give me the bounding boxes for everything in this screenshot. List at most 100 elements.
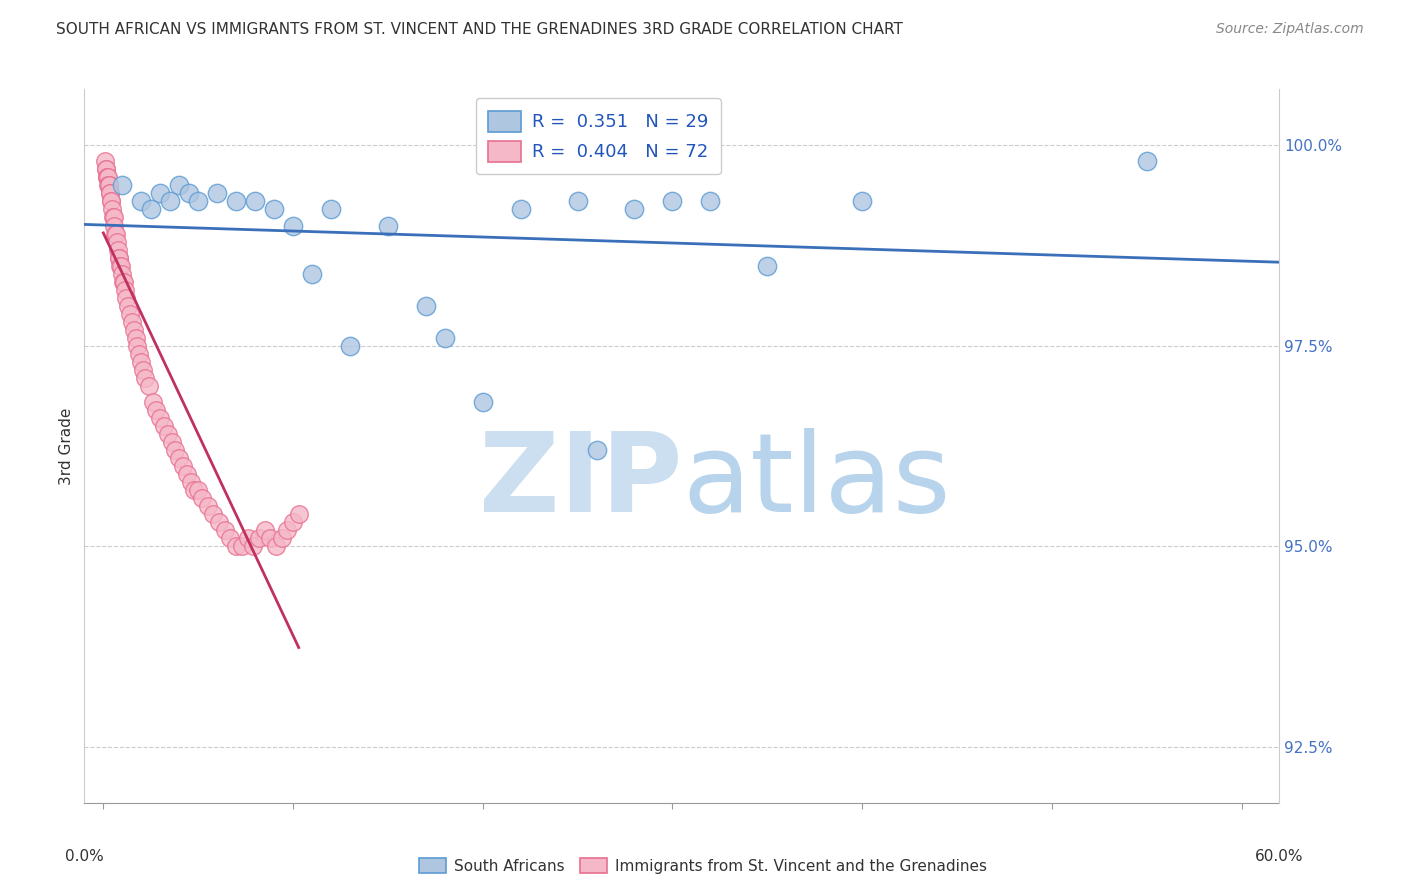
Point bbox=[111, 178, 134, 193]
Point bbox=[276, 523, 298, 537]
Point bbox=[138, 379, 160, 393]
Point bbox=[661, 194, 683, 209]
Point bbox=[225, 194, 247, 209]
Point bbox=[128, 347, 150, 361]
Point bbox=[159, 194, 181, 209]
Point bbox=[197, 499, 219, 513]
Point bbox=[415, 299, 437, 313]
Point bbox=[281, 219, 304, 233]
Point bbox=[756, 259, 779, 273]
Point bbox=[319, 202, 342, 217]
Point bbox=[111, 267, 134, 281]
Point bbox=[242, 539, 264, 553]
Point bbox=[132, 363, 155, 377]
Point bbox=[236, 531, 259, 545]
Point bbox=[225, 539, 247, 553]
Point bbox=[187, 194, 209, 209]
Text: ZIP: ZIP bbox=[478, 428, 682, 535]
Point bbox=[231, 539, 253, 553]
Text: 60.0%: 60.0% bbox=[1256, 849, 1303, 863]
Point bbox=[187, 483, 209, 497]
Point bbox=[112, 275, 135, 289]
Point bbox=[165, 442, 187, 457]
Point bbox=[177, 186, 200, 201]
Point bbox=[160, 435, 183, 450]
Point bbox=[153, 419, 176, 434]
Point bbox=[1136, 154, 1159, 169]
Point bbox=[287, 507, 309, 521]
Point bbox=[176, 467, 198, 481]
Point bbox=[149, 411, 172, 425]
Point bbox=[509, 202, 531, 217]
Point bbox=[377, 219, 399, 233]
Point bbox=[247, 531, 270, 545]
Point bbox=[110, 259, 132, 273]
Point bbox=[97, 178, 120, 193]
Point bbox=[167, 178, 190, 193]
Point bbox=[167, 450, 190, 465]
Point bbox=[219, 531, 242, 545]
Y-axis label: 3rd Grade: 3rd Grade bbox=[59, 408, 75, 484]
Point bbox=[699, 194, 721, 209]
Point bbox=[104, 227, 127, 241]
Point bbox=[96, 170, 118, 185]
Point bbox=[122, 323, 145, 337]
Point bbox=[98, 186, 121, 201]
Point bbox=[115, 291, 138, 305]
Point bbox=[103, 211, 125, 225]
Point bbox=[851, 194, 873, 209]
Point bbox=[172, 458, 194, 473]
Point bbox=[107, 251, 129, 265]
Point bbox=[114, 283, 136, 297]
Point bbox=[112, 275, 135, 289]
Text: atlas: atlas bbox=[682, 428, 950, 535]
Point bbox=[156, 427, 179, 442]
Point bbox=[142, 395, 165, 409]
Point bbox=[433, 331, 456, 345]
Point bbox=[98, 186, 121, 201]
Point bbox=[105, 235, 128, 249]
Point bbox=[139, 202, 162, 217]
Point bbox=[134, 371, 156, 385]
Point bbox=[129, 194, 152, 209]
Point bbox=[108, 251, 131, 265]
Point bbox=[253, 523, 276, 537]
Text: SOUTH AFRICAN VS IMMIGRANTS FROM ST. VINCENT AND THE GRENADINES 3RD GRADE CORREL: SOUTH AFRICAN VS IMMIGRANTS FROM ST. VIN… bbox=[56, 22, 903, 37]
Point bbox=[107, 243, 129, 257]
Point bbox=[208, 515, 231, 529]
Point bbox=[121, 315, 143, 329]
Point bbox=[259, 531, 281, 545]
Point bbox=[96, 162, 118, 177]
Point bbox=[301, 267, 323, 281]
Point bbox=[180, 475, 202, 489]
Point bbox=[214, 523, 236, 537]
Point bbox=[567, 194, 589, 209]
Point bbox=[100, 194, 122, 209]
Legend: R =  0.351   N = 29, R =  0.404   N = 72: R = 0.351 N = 29, R = 0.404 N = 72 bbox=[475, 98, 721, 174]
Point bbox=[202, 507, 225, 521]
Point bbox=[270, 531, 292, 545]
Legend: South Africans, Immigrants from St. Vincent and the Grenadines: South Africans, Immigrants from St. Vinc… bbox=[413, 852, 993, 880]
Point bbox=[110, 259, 132, 273]
Text: 0.0%: 0.0% bbox=[65, 849, 104, 863]
Point bbox=[129, 355, 152, 369]
Point bbox=[101, 211, 124, 225]
Point bbox=[145, 403, 167, 417]
Text: Source: ZipAtlas.com: Source: ZipAtlas.com bbox=[1216, 22, 1364, 37]
Point bbox=[339, 339, 361, 353]
Point bbox=[149, 186, 172, 201]
Point bbox=[103, 219, 125, 233]
Point bbox=[97, 178, 120, 193]
Point bbox=[98, 178, 121, 193]
Point bbox=[191, 491, 214, 505]
Point bbox=[118, 307, 141, 321]
Point bbox=[183, 483, 205, 497]
Point bbox=[623, 202, 645, 217]
Point bbox=[96, 170, 118, 185]
Point bbox=[127, 339, 149, 353]
Point bbox=[117, 299, 139, 313]
Point bbox=[264, 539, 287, 553]
Point bbox=[471, 395, 494, 409]
Point bbox=[281, 515, 304, 529]
Point bbox=[205, 186, 228, 201]
